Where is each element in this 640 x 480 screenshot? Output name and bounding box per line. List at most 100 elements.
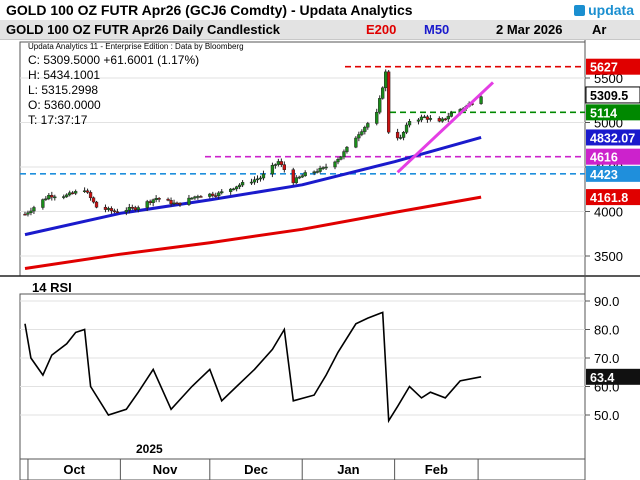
bull-candle — [336, 159, 340, 163]
bull-candle — [208, 193, 212, 197]
info-block: Updata Analytics 11 - Enterprise Edition… — [28, 42, 244, 127]
bull-candle — [249, 181, 254, 184]
updata-logo-icon — [574, 5, 586, 16]
level-tag: 4616 — [590, 151, 618, 165]
bear-candle — [157, 198, 161, 200]
level-tag-bg — [586, 148, 640, 165]
bull-candle — [217, 192, 221, 196]
bull-candle — [41, 199, 45, 208]
bear-candle — [103, 206, 108, 210]
bull-candle — [360, 131, 364, 135]
bull-candle — [145, 201, 149, 208]
e200-legend: E200 — [366, 22, 397, 37]
bear-candle — [23, 213, 27, 216]
title-bar: GOLD 100 OZ FUTR Apr26 (GCJ6 Comdty) - U… — [0, 0, 640, 21]
bull-candle — [321, 167, 325, 169]
bull-candle — [333, 161, 337, 168]
bear-candle — [109, 208, 114, 212]
bear-candle — [130, 207, 134, 209]
bear-candle — [279, 161, 283, 165]
bear-candle — [85, 190, 90, 193]
bull-candle — [106, 208, 111, 210]
bull-candle — [378, 98, 382, 113]
bull-candle — [196, 196, 200, 198]
bull-candle — [297, 176, 301, 179]
rsi-plot-frame[interactable] — [19, 293, 586, 460]
bull-candle — [416, 119, 421, 122]
bull-candle — [29, 210, 33, 213]
bull-candle — [53, 196, 57, 199]
bull-candle — [127, 207, 131, 211]
bear-candle — [282, 164, 286, 170]
bull-candle — [357, 134, 361, 139]
level-tag-bg — [586, 58, 640, 75]
bull-candle — [193, 196, 197, 199]
month-label: Nov — [153, 462, 178, 477]
bull-candle — [324, 166, 328, 169]
bear-candle — [112, 210, 117, 213]
bull-candle — [261, 173, 266, 179]
bull-candle — [398, 137, 403, 139]
bull-candle — [312, 171, 316, 174]
bull-candle — [151, 199, 155, 203]
bull-candle — [74, 191, 78, 194]
chart-area[interactable]: 35004000450050005500 50.060.070.080.090.… — [0, 40, 640, 480]
bull-candle — [339, 156, 343, 160]
bull-candle — [440, 118, 444, 122]
high-text: H: 5434.1001 — [28, 68, 100, 82]
level-tag: 4423 — [590, 168, 618, 182]
bull-candle — [294, 177, 298, 184]
time-text: T: 17:37:17 — [28, 113, 88, 127]
ar-label: Ar — [592, 22, 607, 37]
rsi-tag-bg — [586, 368, 640, 385]
edition-text: Updata Analytics 11 - Enterprise Edition… — [28, 42, 244, 51]
bull-candle — [404, 124, 409, 133]
rsi-tick-label: 50.0 — [594, 408, 619, 423]
trendline — [396, 81, 495, 174]
e200-tag-bg — [586, 189, 640, 206]
bull-candle — [237, 184, 242, 188]
moving-averages — [24, 135, 482, 270]
value-tags: 5627 5114 4616 4423 5309.5 4832.07 4161.8 63.4 — [585, 58, 640, 385]
bear-candle — [50, 195, 54, 198]
bull-candle — [32, 207, 36, 212]
bull-candle — [190, 197, 194, 200]
bull-candle — [172, 202, 176, 205]
candlesticks — [23, 69, 483, 217]
bull-candle — [68, 192, 72, 196]
chart-title: GOLD 100 OZ FUTR Apr26 Daily Candlestick — [6, 22, 281, 37]
e200-line — [24, 195, 482, 270]
bull-candle — [154, 198, 158, 201]
bull-candle — [44, 198, 48, 201]
bull-candle — [229, 188, 233, 192]
chart-header: GOLD 100 OZ FUTR Apr26 Daily Candlestick… — [0, 20, 640, 40]
bull-candle — [381, 87, 385, 99]
bull-candle — [240, 182, 245, 186]
level-tag: 5627 — [590, 61, 618, 75]
bull-candle — [407, 121, 412, 126]
level-tag-bg — [586, 165, 640, 182]
price-plot-frame[interactable] — [19, 41, 586, 277]
rsi-label: 14 RSI — [32, 280, 72, 295]
level-lines — [20, 65, 585, 175]
price-tick-label: 5500 — [594, 71, 623, 86]
bull-candle — [366, 123, 370, 128]
month-label: Oct — [63, 462, 85, 477]
bear-candle — [211, 193, 215, 196]
bull-candle — [303, 172, 307, 177]
trendline-group — [396, 81, 495, 174]
close-tag: 5309.5 — [590, 89, 628, 103]
bull-candle — [318, 167, 322, 172]
price-tick-label: 4000 — [594, 205, 623, 220]
bull-candle — [62, 196, 66, 198]
bear-candle — [115, 211, 120, 213]
m50-tag-bg — [586, 129, 640, 146]
month-label: Dec — [244, 462, 268, 477]
bull-candle — [273, 164, 278, 166]
bear-candle — [395, 131, 400, 139]
bear-candle — [437, 118, 441, 122]
close-text: C: 5309.5000 +61.6001 (1.17%) — [28, 53, 199, 67]
bull-candle — [479, 96, 483, 104]
bear-candle — [71, 192, 75, 194]
level-tag: 5114 — [590, 106, 617, 120]
